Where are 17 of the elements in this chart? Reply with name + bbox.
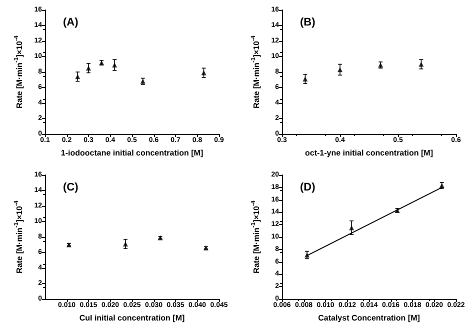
x-axis-title: Catalyst Concentration [M] <box>318 314 420 322</box>
text: (A) <box>63 16 79 28</box>
point <box>112 62 118 68</box>
x-axis-title: oct-1-yne initial concentration [M] <box>304 148 434 158</box>
point <box>349 225 354 230</box>
text: (C) <box>63 182 79 194</box>
point <box>201 70 206 76</box>
point <box>418 62 424 67</box>
point <box>122 241 128 246</box>
point <box>304 252 310 258</box>
x-axis-title: 1-iodooctane initial concentration [M] <box>60 148 204 158</box>
text: (D) <box>300 182 316 194</box>
x-axis-title: CuI initial concentration [M] <box>79 314 185 322</box>
point <box>75 74 80 80</box>
point <box>338 67 342 72</box>
point <box>86 66 91 71</box>
text: (B) <box>300 16 316 28</box>
